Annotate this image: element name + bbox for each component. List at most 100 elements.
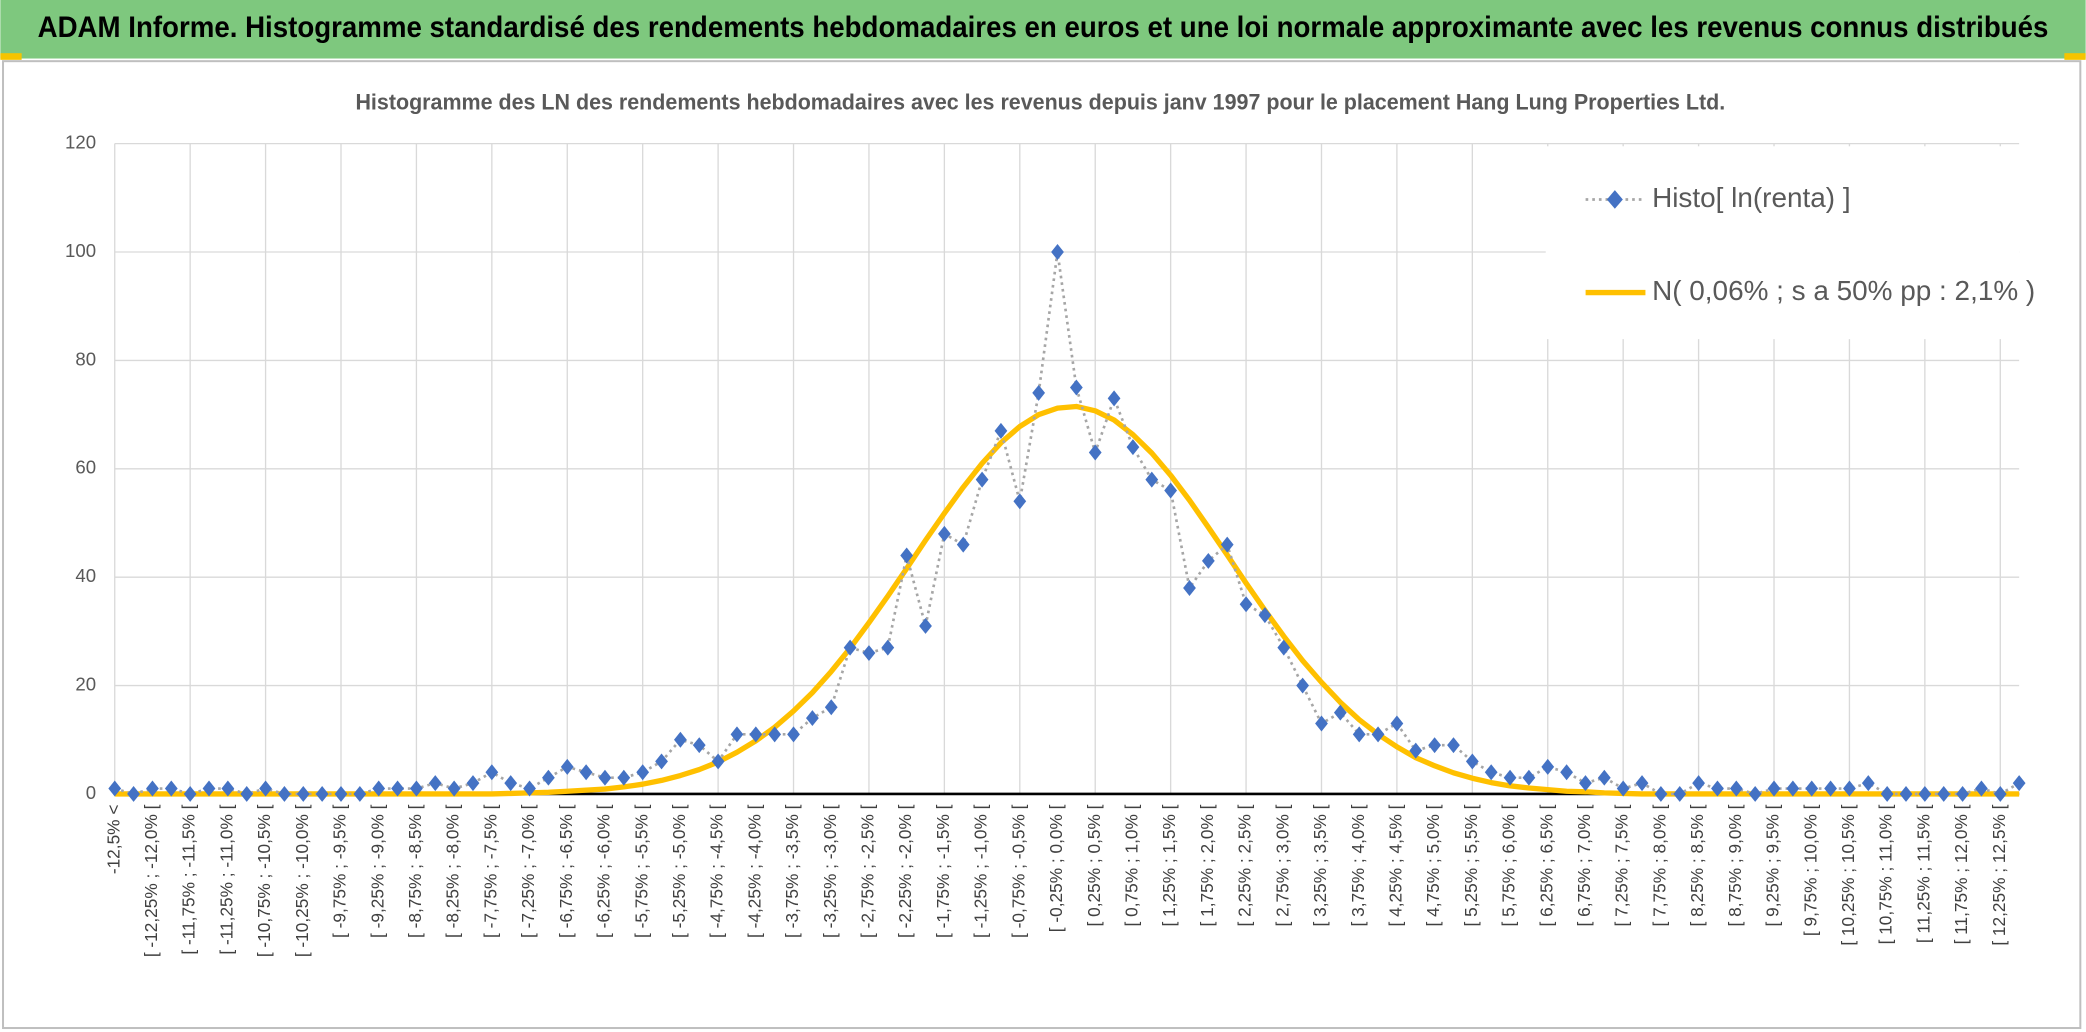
x-tick-label: [ -10,75% ; -10,5% [ bbox=[254, 804, 274, 957]
x-tick-label: [ -8,75% ; -8,5% [ bbox=[405, 804, 425, 938]
histo-marker bbox=[1390, 715, 1404, 732]
x-tick-label: [ 11,75% ; 12,0% [ bbox=[1951, 804, 1971, 944]
histo-marker bbox=[1088, 444, 1102, 461]
histo-marker bbox=[1277, 639, 1291, 656]
histo-marker bbox=[1239, 596, 1253, 613]
x-tick-label: -12,5% < bbox=[103, 805, 123, 875]
x-tick-label: [ -3,75% ; -3,5% [ bbox=[782, 804, 802, 938]
x-tick-label: [ 1,75% ; 2,0% [ bbox=[1197, 804, 1217, 926]
x-tick-label: [ 7,25% ; 7,5% [ bbox=[1612, 804, 1632, 926]
histo-marker bbox=[1522, 769, 1536, 786]
histo-marker bbox=[278, 785, 291, 802]
histo-marker bbox=[447, 780, 461, 797]
x-tick-label: [ -4,25% ; -4,0% [ bbox=[744, 804, 764, 938]
x-tick-label: [ -8,25% ; -8,0% [ bbox=[443, 804, 463, 938]
histo-marker bbox=[127, 785, 140, 802]
histo-marker bbox=[1258, 607, 1272, 624]
histo-marker bbox=[881, 639, 895, 656]
histo-marker bbox=[202, 780, 216, 797]
histo-marker bbox=[806, 710, 819, 727]
histo-marker bbox=[466, 775, 480, 792]
x-tick-label: [ -6,75% ; -6,5% [ bbox=[556, 804, 576, 938]
histo-marker bbox=[919, 617, 932, 634]
histo-marker bbox=[1729, 780, 1743, 797]
histo-marker bbox=[560, 758, 574, 775]
histo-marker bbox=[1164, 482, 1178, 499]
x-tick-label: [ 9,25% ; 9,5% [ bbox=[1763, 804, 1783, 926]
histo-marker bbox=[1107, 390, 1121, 407]
histo-marker bbox=[937, 525, 951, 542]
histo-marker bbox=[334, 785, 348, 802]
histo-marker bbox=[1880, 785, 1894, 802]
x-tick-label: [ -1,25% ; -1,0% [ bbox=[971, 804, 991, 938]
histo-marker bbox=[1032, 384, 1046, 401]
histo-marker bbox=[1560, 764, 1573, 781]
histo-marker bbox=[975, 471, 989, 488]
histo-marker bbox=[1805, 780, 1819, 797]
histo-marker bbox=[1428, 737, 1442, 754]
x-tick-label: [ -10,25% ; -10,0% [ bbox=[292, 804, 312, 957]
histo-marker bbox=[1843, 780, 1856, 797]
legend-label: Histo[ ln(renta) ] bbox=[1652, 182, 1851, 213]
histo-marker bbox=[1975, 780, 1988, 797]
histo-marker bbox=[1145, 471, 1159, 488]
histo-marker bbox=[598, 769, 612, 786]
histo-marker bbox=[1579, 775, 1592, 792]
x-tick-label: [ 3,75% ; 4,0% [ bbox=[1348, 804, 1368, 926]
histo-marker bbox=[730, 726, 744, 743]
histo-marker bbox=[183, 785, 197, 802]
histo-marker bbox=[391, 780, 404, 797]
histo-marker bbox=[108, 780, 122, 797]
histo-marker bbox=[372, 780, 386, 797]
x-tick-label: [ 6,75% ; 7,0% [ bbox=[1574, 804, 1594, 926]
x-tick-label: [ -0,25% ; 0,0% [ bbox=[1046, 804, 1066, 932]
x-tick-label: [ 7,75% ; 8,0% [ bbox=[1649, 804, 1669, 926]
x-tick-label: [ 0,25% ; 0,5% [ bbox=[1084, 804, 1104, 926]
histo-marker bbox=[1824, 780, 1837, 797]
histo-marker bbox=[1069, 379, 1083, 396]
histo-marker bbox=[1654, 785, 1668, 802]
histo-marker bbox=[1183, 580, 1196, 596]
x-tick-label: [ -7,25% ; -7,0% [ bbox=[518, 804, 538, 938]
histo-marker bbox=[221, 780, 235, 797]
histo-marker bbox=[617, 769, 631, 786]
histo-marker bbox=[1918, 785, 1932, 802]
histo-marker bbox=[1126, 439, 1140, 456]
x-tick-label: [ 11,25% ; 11,5% [ bbox=[1913, 804, 1933, 943]
x-tick-label: [ 8,25% ; 8,5% [ bbox=[1687, 804, 1707, 926]
x-tick-label: [ -11,75% ; -11,5% [ bbox=[179, 804, 199, 954]
x-tick-label: [ 4,75% ; 5,0% [ bbox=[1423, 804, 1443, 926]
x-tick-label: [ 1,25% ; 1,5% [ bbox=[1159, 804, 1179, 926]
histo-marker bbox=[1296, 677, 1310, 694]
y-tick-label: 60 bbox=[75, 457, 96, 478]
histo-marker bbox=[749, 726, 763, 743]
header-bar bbox=[0, 0, 2086, 59]
y-tick-label: 20 bbox=[75, 673, 96, 694]
y-tick-label: 120 bbox=[65, 132, 96, 153]
x-tick-label: [ 9,75% ; 10,0% [ bbox=[1800, 804, 1820, 936]
histo-marker bbox=[711, 753, 725, 770]
histo-marker bbox=[1597, 769, 1611, 786]
y-tick-label: 100 bbox=[65, 240, 96, 261]
x-tick-label: [ -2,25% ; -2,0% [ bbox=[895, 804, 915, 938]
corner-mark bbox=[2064, 53, 2086, 60]
histo-marker bbox=[768, 726, 782, 743]
histo-marker bbox=[1371, 726, 1385, 743]
histo-marker bbox=[1673, 785, 1687, 802]
x-tick-label: [ -0,75% ; -0,5% [ bbox=[1008, 804, 1028, 938]
normal-curve bbox=[114, 403, 2020, 797]
histo-marker bbox=[1503, 769, 1517, 786]
histo-marker bbox=[1484, 764, 1498, 781]
legend-box bbox=[1545, 146, 2020, 340]
x-tick-label: [ -1,75% ; -1,5% [ bbox=[933, 804, 953, 938]
histo-marker bbox=[1447, 737, 1460, 754]
histo-marker bbox=[428, 775, 442, 792]
histo-marker bbox=[2012, 775, 2026, 792]
histo-marker bbox=[1409, 742, 1423, 759]
x-tick-label: [ -9,25% ; -9,0% [ bbox=[367, 804, 387, 938]
x-tick-label: [ 5,75% ; 6,0% [ bbox=[1499, 804, 1519, 926]
chart-frame bbox=[2, 60, 2082, 1030]
histo-marker bbox=[1956, 785, 1969, 802]
